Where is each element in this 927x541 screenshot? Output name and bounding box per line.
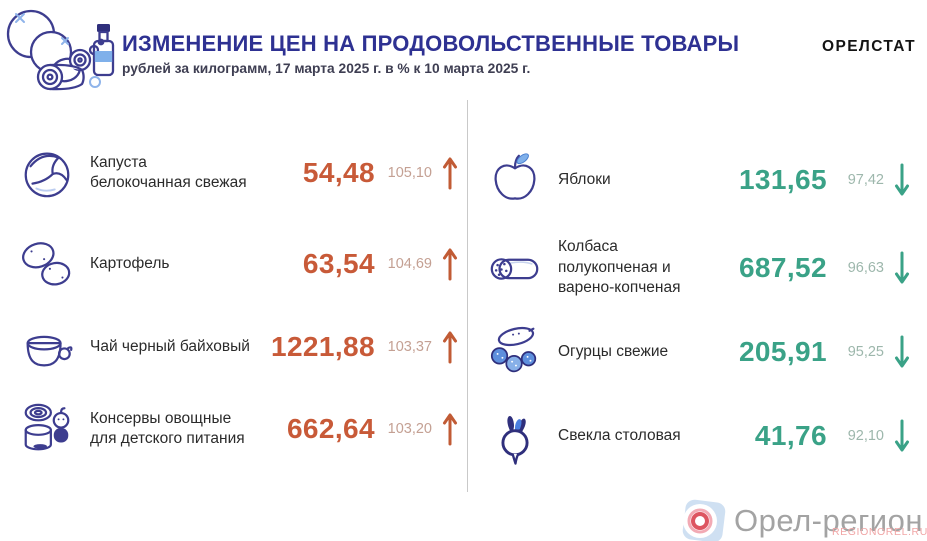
column-divider: [467, 100, 468, 492]
orel-region-logo: Орел-регион REGIONOREL.RU: [676, 497, 927, 541]
product-row-sausage: Колбаса полукопченая и варено-копченая 6…: [486, 228, 910, 308]
percent-value: 92,10: [847, 428, 884, 444]
price-group: 63,54 104,69: [257, 246, 458, 282]
price-group: 54,48 105,10: [257, 155, 458, 191]
price-group: 131,65 97,42: [709, 162, 910, 198]
product-row-tea: Чай черный байховый 1221,88 103,37: [18, 309, 458, 385]
product-row-beet: Свекла столовая 41,76 92,10: [486, 396, 910, 476]
food-products-icon: [2, 4, 120, 102]
logo-text: Орел-регион: [734, 503, 923, 538]
percent-value: 97,42: [847, 172, 884, 188]
price-group: 1221,88 103,37: [257, 329, 458, 365]
up-arrow-icon: [442, 246, 458, 282]
page-subtitle: рублей за килограмм, 17 марта 2025 г. в …: [122, 61, 531, 76]
percent-value: 103,37: [387, 339, 432, 355]
price-value: 41,76: [754, 420, 827, 451]
cucumber-icon: [486, 323, 544, 381]
product-name: Огурцы свежие: [558, 342, 669, 360]
cabbage-icon: [18, 144, 76, 202]
down-arrow-icon: [894, 418, 910, 454]
price-group: 205,91 95,25: [709, 334, 910, 370]
percent-value: 105,10: [387, 165, 432, 181]
product-row-cabbage: Капуста белокочанная свежая 54,48 105,10: [18, 135, 458, 211]
price-group: 662,64 103,20: [257, 411, 458, 447]
product-row-potatoes: Картофель 63,54 104,69: [18, 226, 458, 302]
sausage-icon: [486, 239, 544, 297]
price-value: 63,54: [302, 248, 375, 279]
product-name: Консервы овощные для детского питания: [90, 409, 245, 447]
percent-value: 95,25: [847, 344, 884, 360]
price-value: 662,64: [286, 413, 375, 444]
header: ИЗМЕНЕНИЕ ЦЕН НА ПРОДОВОЛЬСТВЕННЫЕ ТОВАР…: [122, 31, 739, 76]
down-arrow-icon: [894, 334, 910, 370]
orel-region-logo-icon: [676, 497, 726, 541]
price-group: 41,76 92,10: [709, 418, 910, 454]
product-name: Капуста белокочанная свежая: [90, 153, 247, 191]
product-name: Чай черный байховый: [90, 337, 250, 355]
price-value: 205,91: [738, 336, 827, 367]
page-title: ИЗМЕНЕНИЕ ЦЕН НА ПРОДОВОЛЬСТВЕННЫЕ ТОВАР…: [122, 31, 740, 56]
apple-icon: [486, 151, 544, 209]
agency-name: ОРЕЛСТАТ: [822, 38, 916, 55]
price-value: 131,65: [738, 164, 827, 195]
down-arrow-icon: [894, 162, 910, 198]
canned-baby-food-icon: [18, 400, 76, 458]
price-value: 54,48: [302, 157, 375, 188]
up-arrow-icon: [442, 329, 458, 365]
tea-cup-icon: [18, 318, 76, 376]
down-arrow-icon: [894, 250, 910, 286]
percent-value: 104,69: [387, 256, 432, 272]
percent-value: 103,20: [387, 421, 432, 437]
up-arrow-icon: [442, 411, 458, 447]
price-value: 687,52: [738, 252, 827, 283]
product-row-canned-food: Консервы овощные для детского питания 66…: [18, 391, 458, 467]
product-name: Свекла столовая: [558, 426, 681, 444]
product-name: Колбаса полукопченая и варено-копченая: [558, 238, 681, 297]
percent-value: 96,63: [847, 260, 884, 276]
price-value: 1221,88: [270, 331, 375, 362]
logo-site-url: REGIONOREL.RU: [832, 526, 927, 538]
price-group: 687,52 96,63: [709, 250, 910, 286]
beet-icon: [486, 407, 544, 465]
up-arrow-icon: [442, 155, 458, 191]
product-name: Картофель: [90, 254, 170, 272]
product-row-cucumbers: Огурцы свежие 205,91 95,25: [486, 312, 910, 392]
product-row-apples: Яблоки 131,65 97,42: [486, 140, 910, 220]
potatoes-icon: [18, 235, 76, 293]
product-name: Яблоки: [558, 170, 611, 188]
